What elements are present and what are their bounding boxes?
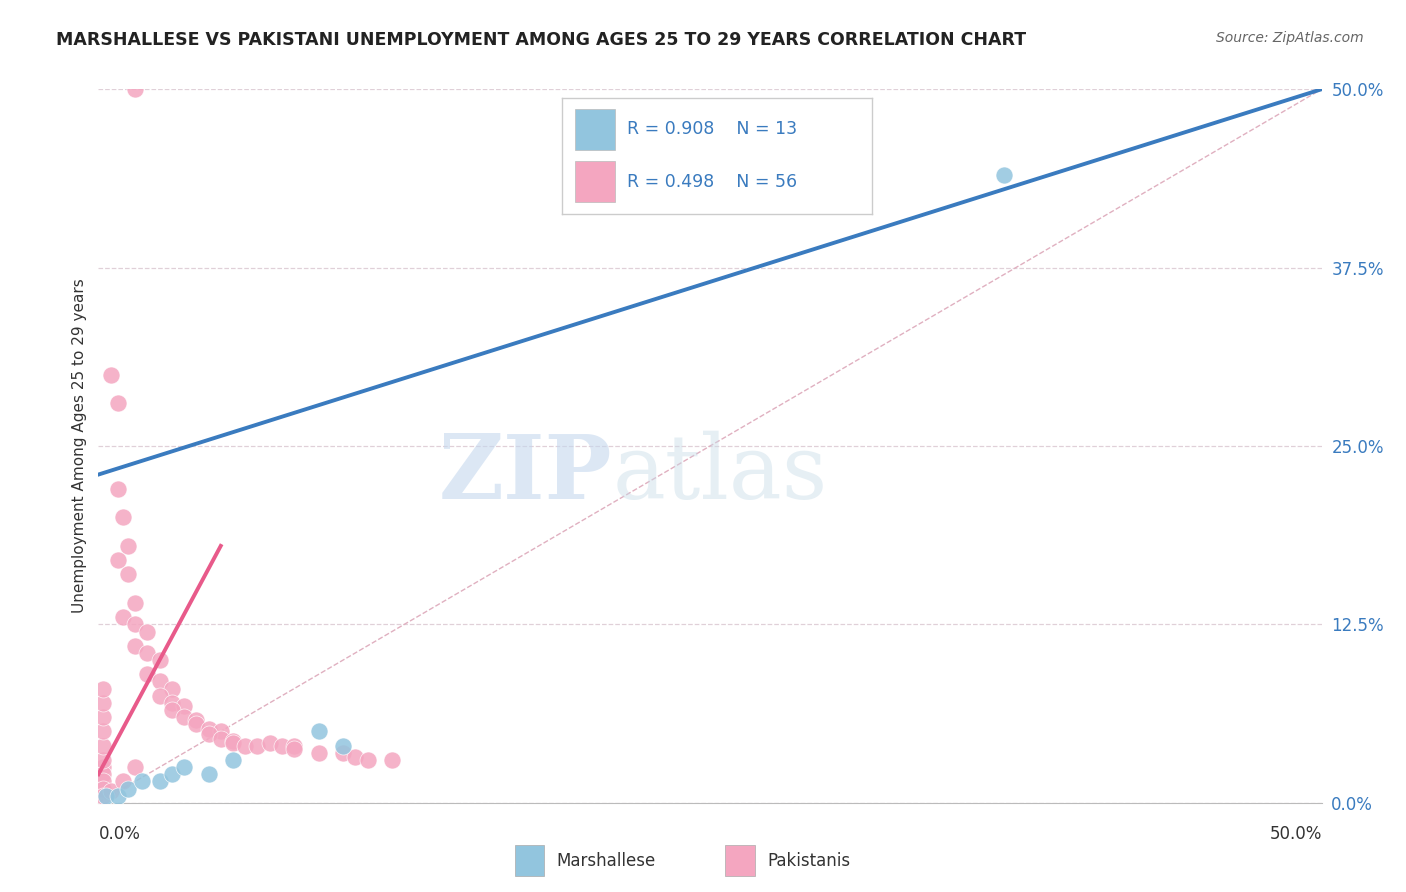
Point (107, 396, 129, 410)
Point (149, 774, 172, 789)
Text: atlas: atlas (612, 431, 827, 518)
Text: Source: ZipAtlas.com: Source: ZipAtlas.com (1216, 31, 1364, 45)
Point (149, 674, 172, 689)
Point (91, 767, 114, 781)
Point (209, 724, 232, 739)
Point (91, 781, 114, 796)
Point (222, 753, 245, 767)
Text: MARSHALLESE VS PAKISTANI UNEMPLOYMENT AMONG AGES 25 TO 29 YEARS CORRELATION CHAR: MARSHALLESE VS PAKISTANI UNEMPLOYMENT AM… (56, 31, 1026, 49)
Point (91, 753, 114, 767)
FancyBboxPatch shape (575, 109, 614, 150)
Point (124, 639, 146, 653)
Point (222, 736, 245, 750)
Point (91, 774, 114, 789)
Point (344, 750, 367, 764)
Point (124, 760, 146, 774)
Point (136, 624, 159, 639)
Y-axis label: Unemployment Among Ages 25 to 29 years: Unemployment Among Ages 25 to 29 years (72, 278, 87, 614)
Point (186, 717, 208, 731)
Point (124, 617, 146, 632)
Point (131, 774, 153, 789)
Point (117, 539, 139, 553)
Point (100, 784, 122, 798)
Point (332, 739, 354, 753)
Point (332, 746, 354, 760)
Point (91, 696, 114, 710)
Point (381, 753, 404, 767)
Point (356, 753, 378, 767)
Text: R = 0.908    N = 13: R = 0.908 N = 13 (627, 120, 797, 138)
Point (283, 739, 305, 753)
Point (91, 710, 114, 724)
Point (209, 731, 232, 746)
Bar (515, 846, 544, 876)
Point (107, 789, 129, 803)
Point (136, 667, 159, 681)
Point (149, 653, 172, 667)
Point (100, 368, 122, 382)
Bar (725, 846, 755, 876)
Point (160, 696, 183, 710)
Point (107, 553, 129, 567)
Point (186, 713, 208, 727)
Point (246, 739, 269, 753)
Point (821, 196, 844, 211)
Point (124, 596, 146, 610)
Point (91, 739, 114, 753)
Point (91, 681, 114, 696)
Point (136, 646, 159, 660)
Text: Pakistanis: Pakistanis (768, 852, 851, 870)
Point (107, 482, 129, 496)
Point (222, 734, 245, 748)
Point (111, 610, 134, 624)
Point (111, 510, 134, 524)
Point (91, 789, 114, 803)
Point (993, 168, 1015, 182)
FancyBboxPatch shape (575, 161, 614, 202)
Point (160, 767, 183, 781)
Point (111, 774, 134, 789)
Text: ZIP: ZIP (439, 431, 612, 518)
Point (160, 703, 183, 717)
Point (197, 722, 219, 736)
Point (117, 781, 139, 796)
Point (173, 698, 195, 713)
Point (124, 82, 146, 96)
Point (173, 760, 195, 774)
Point (233, 739, 256, 753)
Point (94, 789, 117, 803)
Point (160, 681, 183, 696)
Point (91, 760, 114, 774)
Point (283, 741, 305, 756)
Point (259, 736, 281, 750)
Point (270, 739, 294, 753)
Point (308, 724, 330, 739)
Point (308, 746, 330, 760)
Point (149, 689, 172, 703)
Text: 0.0%: 0.0% (98, 825, 141, 843)
Point (173, 710, 195, 724)
Point (91, 724, 114, 739)
Point (117, 567, 139, 582)
Text: 50.0%: 50.0% (1270, 825, 1322, 843)
Text: Marshallese: Marshallese (557, 852, 657, 870)
Point (197, 767, 219, 781)
Text: R = 0.498    N = 56: R = 0.498 N = 56 (627, 173, 797, 191)
Point (197, 727, 219, 741)
